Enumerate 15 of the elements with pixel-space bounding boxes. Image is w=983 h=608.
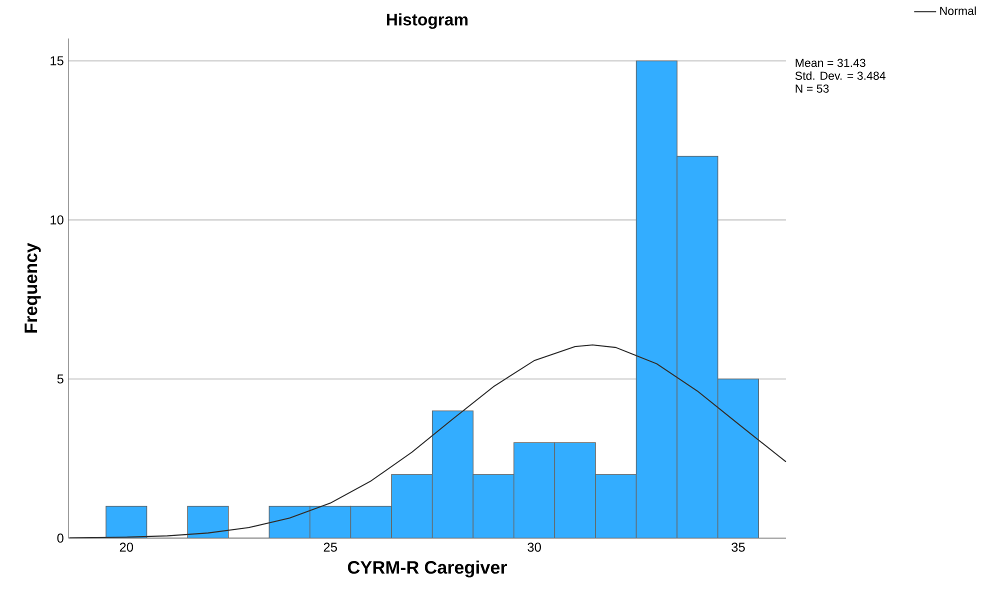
y-tick-label: 10 <box>50 216 64 225</box>
x-tick-label: 20 <box>120 542 134 552</box>
y-axis-title: Frequency <box>24 243 41 333</box>
text: Std. Dev. = 3.484 <box>795 72 886 80</box>
text: N = 53 <box>796 84 829 93</box>
x-tick-label: 25 <box>324 542 337 552</box>
legend-label: Normal <box>940 6 976 16</box>
y-tick-label: 5 <box>57 374 64 384</box>
x-tick-label: 35 <box>732 542 745 552</box>
y-tick-label: 0 <box>57 534 64 543</box>
text: Mean = 31.43 <box>796 59 866 68</box>
x-tick-label: 30 <box>528 542 541 552</box>
x-axis-title: CYRM-R Caregiver <box>348 560 507 578</box>
chart-title: Histogram <box>386 13 468 30</box>
y-tick-label: 15 <box>50 56 64 66</box>
